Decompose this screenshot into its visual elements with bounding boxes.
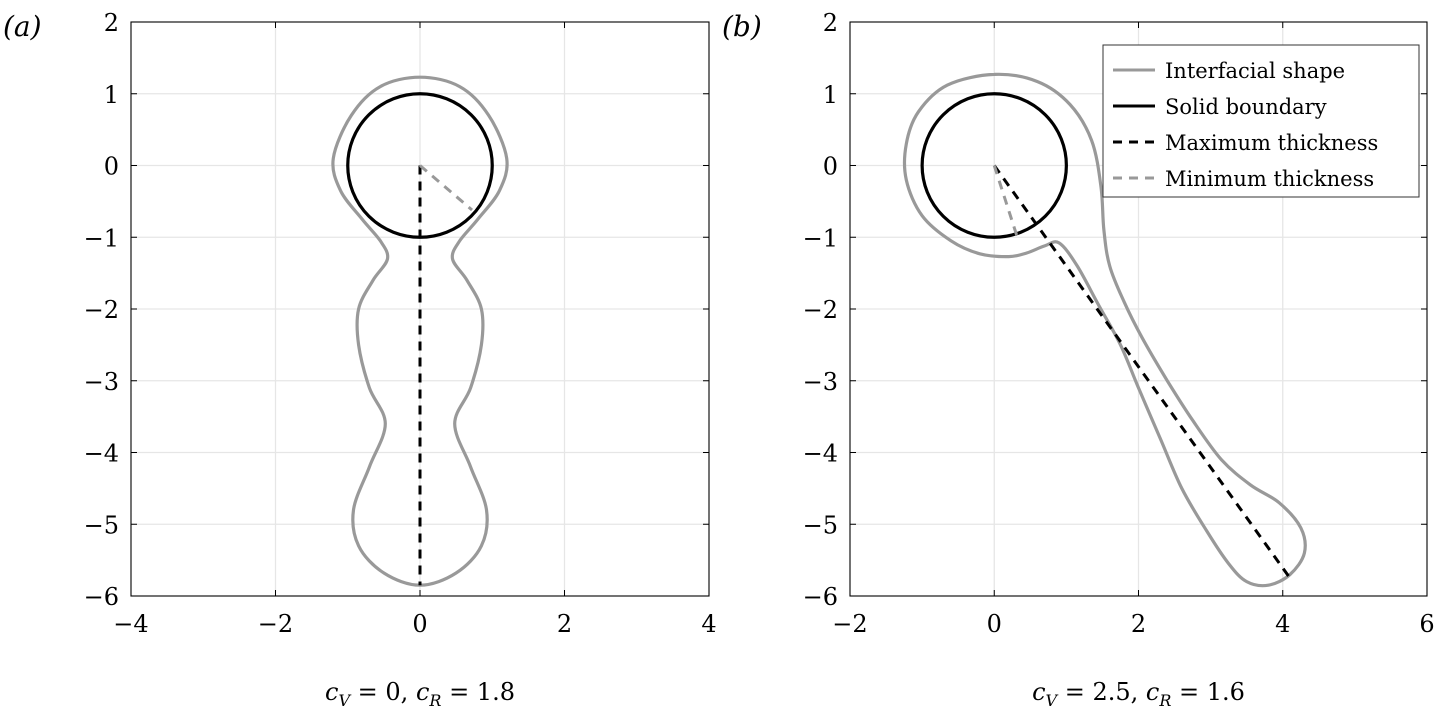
x-tick-label: 2 [557,610,572,638]
x-tick-label: 4 [1275,610,1290,638]
panel-label: (a) [3,10,42,43]
y-tick-label: −2 [84,296,119,324]
y-tick-label: 2 [104,9,119,37]
y-tick-label: 0 [823,153,838,181]
maximum-thickness-line [993,164,1292,579]
legend-entry: Interfacial shape [1165,59,1345,83]
x-tick-label: −2 [258,610,293,638]
y-tick-label: −4 [803,440,838,468]
x-tick-label: 0 [987,610,1002,638]
x-tick-label: −4 [113,610,148,638]
minimum-thickness-line [419,164,473,212]
y-tick-label: 1 [823,81,838,109]
y-tick-label: −3 [803,368,838,396]
legend-entry: Solid boundary [1165,95,1327,119]
minimum-thickness-line [992,165,1019,238]
legend-entry: Minimum thickness [1165,167,1374,191]
y-tick-label: −2 [803,296,838,324]
y-tick-label: −4 [84,440,119,468]
x-tick-label: 2 [1131,610,1146,638]
chart-panel-1: −4 −2 0 2 4 2 1 0 −1 −2 −3 −4 −5 −6 (a) cV = 0, cR = 1.… [3,9,717,710]
y-tick-label: −5 [803,511,838,539]
y-tick-label: −6 [803,583,838,611]
y-tick-label: −1 [84,224,119,252]
y-tick-label: −5 [84,511,119,539]
x-tick-label: 4 [701,610,716,638]
y-tick-label: 1 [104,81,119,109]
y-tick-label: 2 [823,9,838,37]
y-tick-label: 0 [104,153,119,181]
legend-entry: Maximum thickness [1165,131,1378,155]
panel-caption: cV = 2.5, cR = 1.6 [1032,678,1245,710]
interfacial-shape-line [902,72,1307,588]
x-tick-label: 0 [412,610,427,638]
plot-area [331,75,509,587]
x-tick-label: 6 [1419,610,1434,638]
x-tick-label: −2 [832,610,867,638]
y-tick-label: −6 [84,583,119,611]
y-tick-label: −3 [84,368,119,396]
legend-box [1102,44,1420,198]
plot-area [902,72,1307,588]
chart-panel-2: −2 0 2 4 6 2 1 0 −1 −2 −3 −4 −5 −6 (b) cV = 2.5, cR = 1… [722,9,1435,710]
panel-label: (b) [722,10,762,43]
panel-caption: cV = 0, cR = 1.8 [325,678,515,710]
y-tick-label: −1 [803,224,838,252]
solid-boundary-line [920,92,1068,239]
